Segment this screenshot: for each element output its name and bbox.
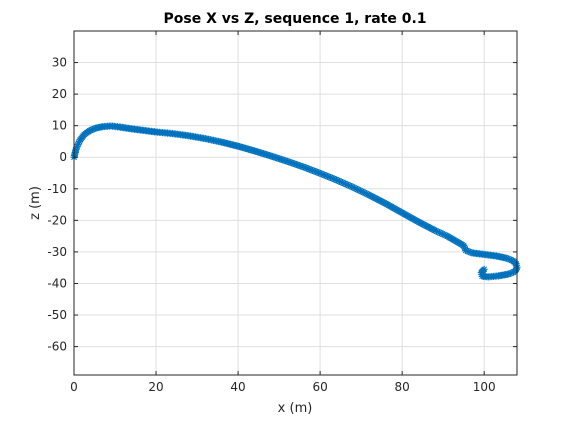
x-tick-label: 20 [148, 380, 163, 394]
x-tick-label: 60 [312, 380, 327, 394]
y-tick-label: -10 [47, 182, 67, 196]
y-tick-label: 10 [52, 119, 67, 133]
chart-title: Pose X vs Z, sequence 1, rate 0.1 [163, 11, 426, 27]
y-tick-label: -20 [47, 213, 67, 227]
y-tick-label: -30 [47, 245, 67, 259]
data-points [70, 122, 521, 281]
x-tick-label: 0 [70, 380, 78, 394]
x-tick-label: 40 [230, 380, 245, 394]
axes-frame [73, 30, 518, 376]
y-tick-label: -40 [47, 276, 67, 290]
x-tick-label: 80 [395, 380, 410, 394]
y-tick-label: -50 [47, 308, 67, 322]
grid [73, 31, 517, 375]
y-tick-label: -60 [47, 340, 67, 354]
y-tick-label: 20 [52, 87, 67, 101]
y-axis-label: z (m) [28, 186, 43, 220]
y-tick-label: 0 [59, 150, 67, 164]
data-point [480, 265, 488, 273]
x-tick-label: 100 [473, 380, 496, 394]
y-tick-label: 30 [52, 56, 67, 70]
x-axis-label: x (m) [278, 401, 313, 416]
